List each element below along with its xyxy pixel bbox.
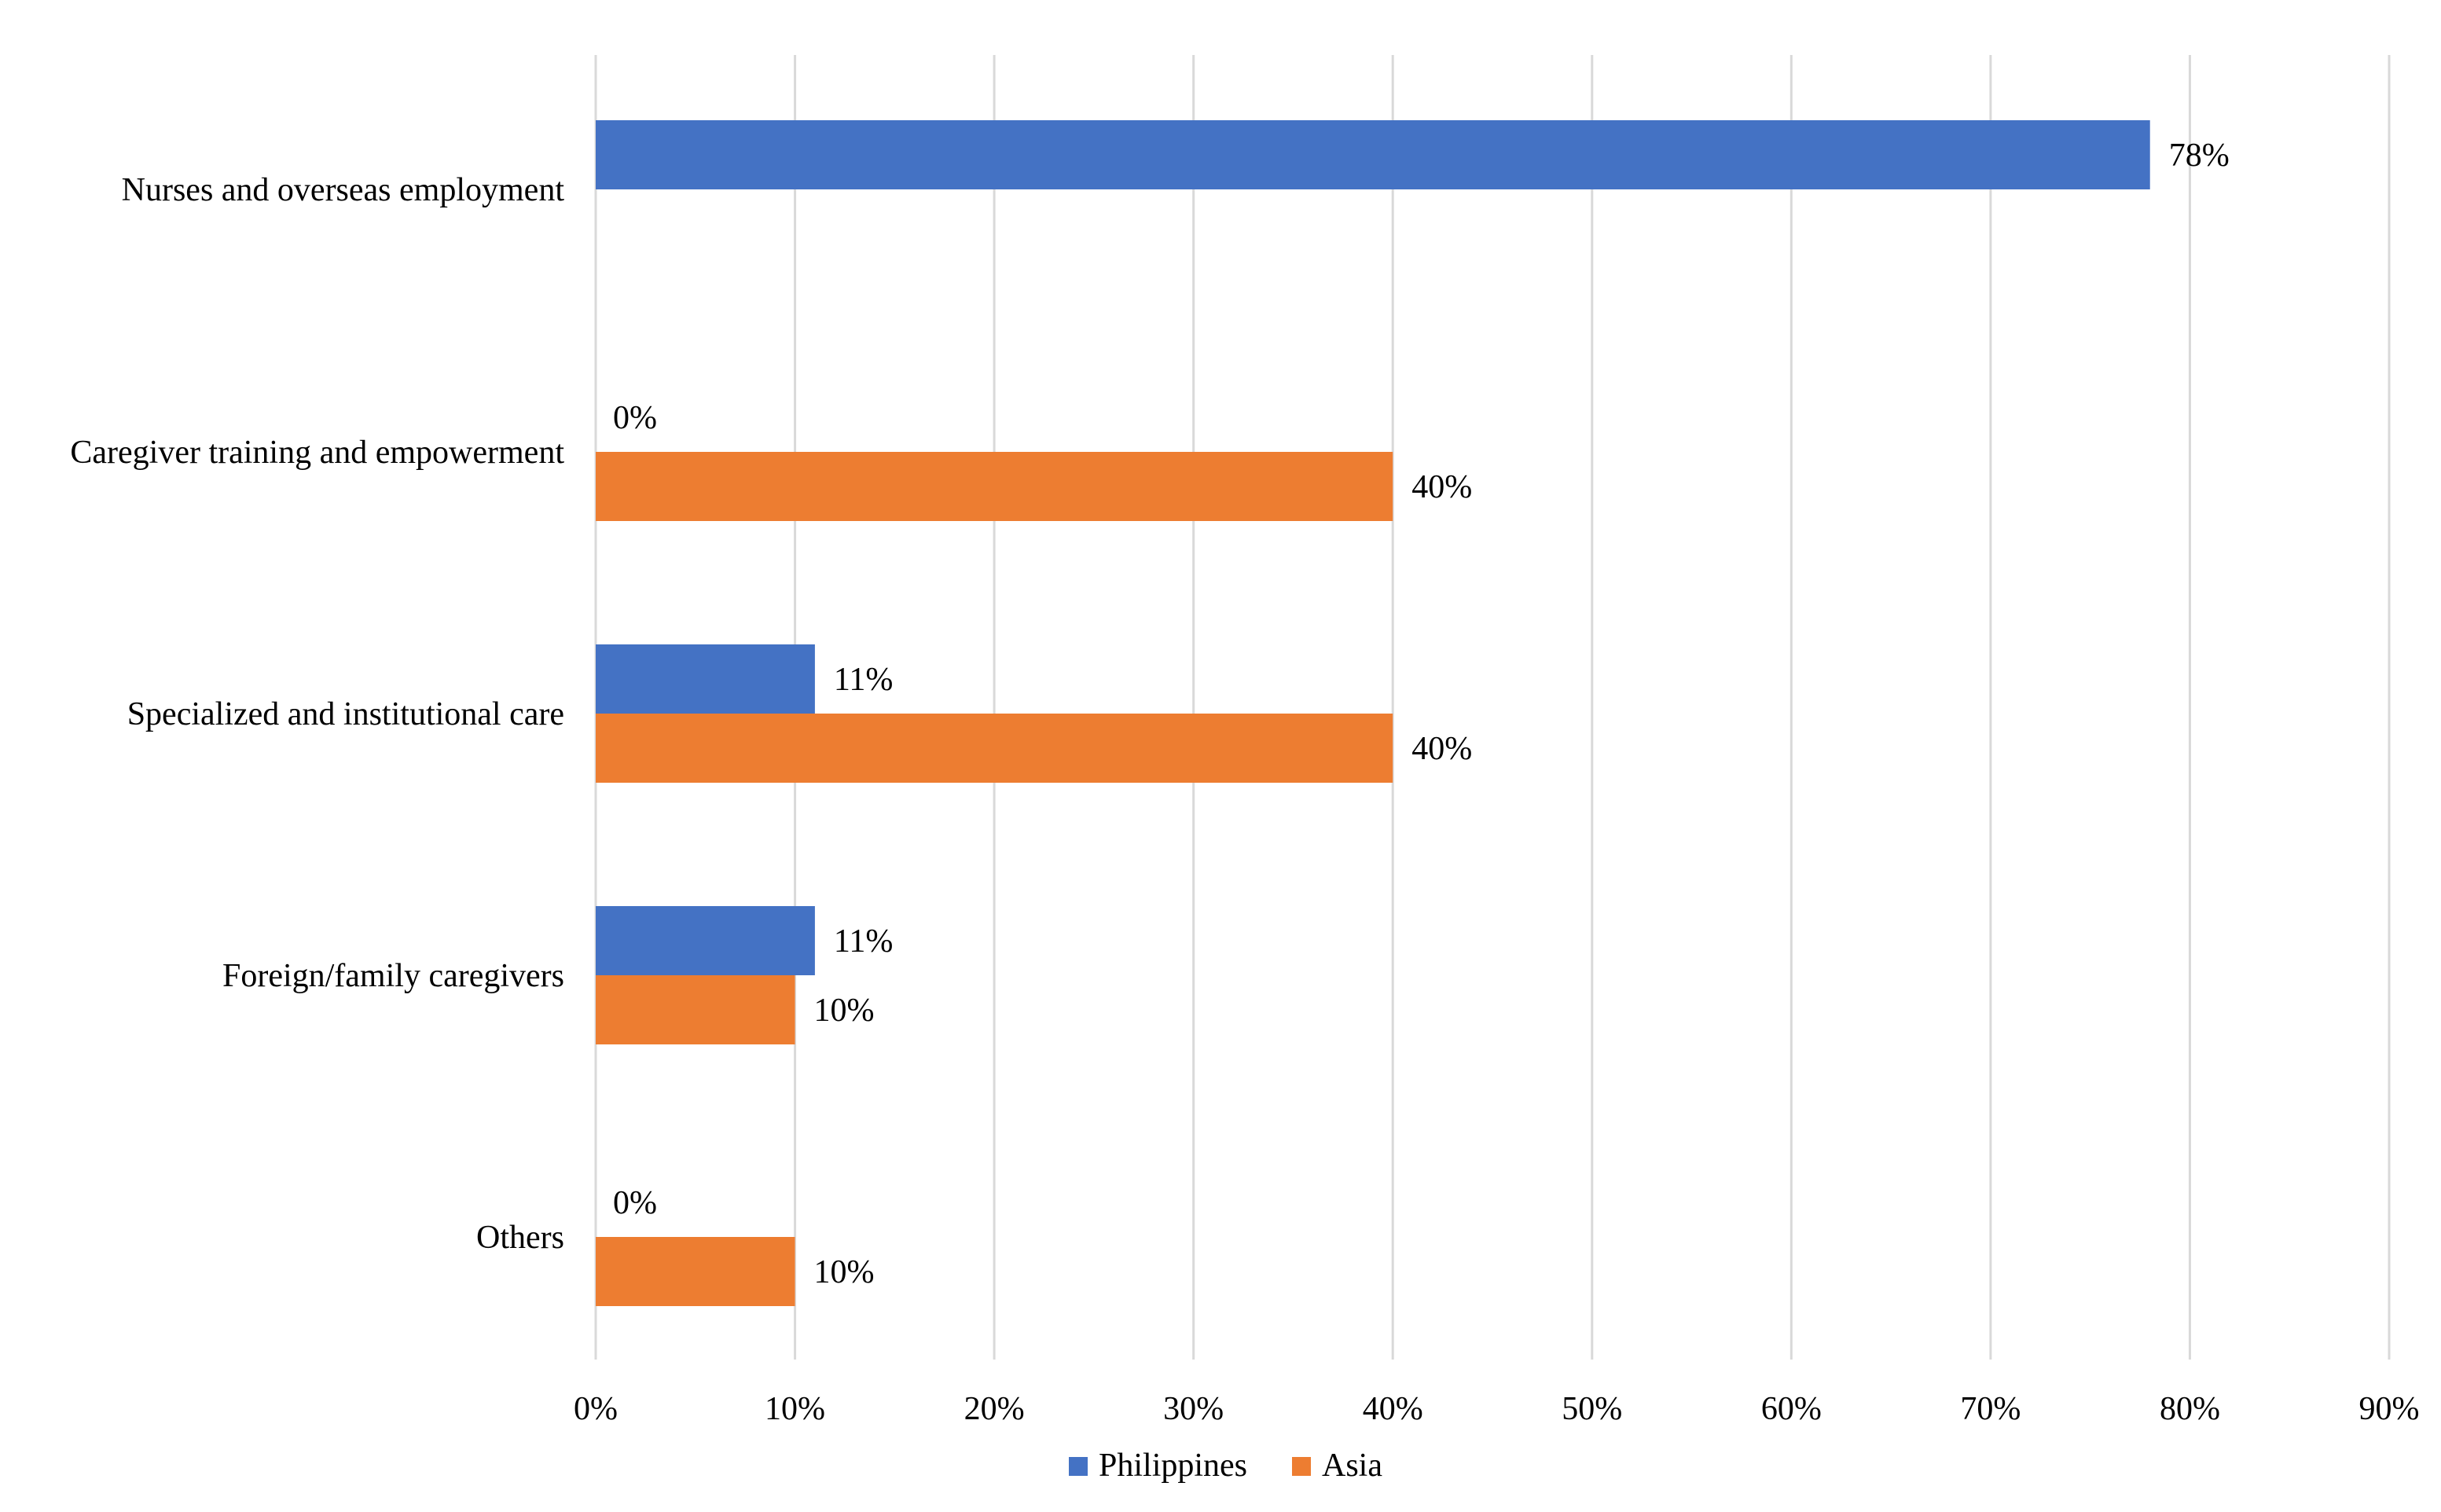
bar-asia [596, 714, 1393, 783]
data-label: 10% [814, 993, 875, 1029]
category-label: Nurses and overseas employment [122, 172, 565, 208]
data-label: 10% [814, 1254, 875, 1290]
data-label: 11% [834, 923, 893, 960]
legend-swatch [1069, 1457, 1088, 1476]
data-label: 40% [1411, 731, 1472, 767]
x-tick-label: 60% [1761, 1391, 1822, 1427]
x-tick-label: 30% [1163, 1391, 1224, 1427]
x-tick-label: 0% [574, 1391, 618, 1427]
bar-philippines [596, 120, 2150, 189]
category-label: Specialized and institutional care [127, 696, 564, 732]
legend-item: Philippines [1069, 1448, 1247, 1484]
legend-label: Asia [1322, 1448, 1382, 1484]
bar-philippines [596, 906, 815, 975]
legend-item: Asia [1292, 1448, 1382, 1484]
x-tick-label: 70% [1960, 1391, 2021, 1427]
legend: Philippines Asia [1069, 1448, 1382, 1484]
data-label: 40% [1411, 469, 1472, 505]
x-tick-label: 80% [2160, 1391, 2220, 1427]
data-label: 0% [613, 1185, 657, 1221]
bar-asia [596, 1237, 795, 1306]
data-label: 78% [2169, 138, 2230, 174]
x-axis-ticks: 0% 10% 20% 30% 40% 50% 60% 70% 80% 90% [574, 1391, 2420, 1427]
category-label: Caregiver training and empowerment [70, 435, 564, 471]
category-label: Others [476, 1220, 564, 1256]
series-philippines: 78% 0% 11% 11% 0% [596, 120, 2230, 1221]
x-tick-label: 10% [765, 1391, 825, 1427]
y-axis-categories: Nurses and overseas employment Caregiver … [70, 172, 564, 1256]
x-tick-label: 50% [1562, 1391, 1622, 1427]
bar-asia [596, 452, 1393, 521]
data-label: 11% [834, 662, 893, 698]
data-label: 0% [613, 400, 657, 436]
x-tick-label: 20% [964, 1391, 1025, 1427]
x-tick-label: 40% [1363, 1391, 1423, 1427]
x-tick-label: 90% [2359, 1391, 2420, 1427]
category-label: Foreign/family caregivers [222, 958, 564, 994]
gridlines [594, 55, 2391, 1360]
legend-swatch [1292, 1457, 1311, 1476]
bars: 78% 0% 11% 11% 0% 40% 40% 10% 10% [596, 120, 2230, 1306]
bar-philippines [596, 644, 815, 714]
legend-label: Philippines [1099, 1448, 1247, 1484]
series-asia: 40% 40% 10% 10% [596, 452, 1472, 1306]
bar-asia [596, 975, 795, 1044]
